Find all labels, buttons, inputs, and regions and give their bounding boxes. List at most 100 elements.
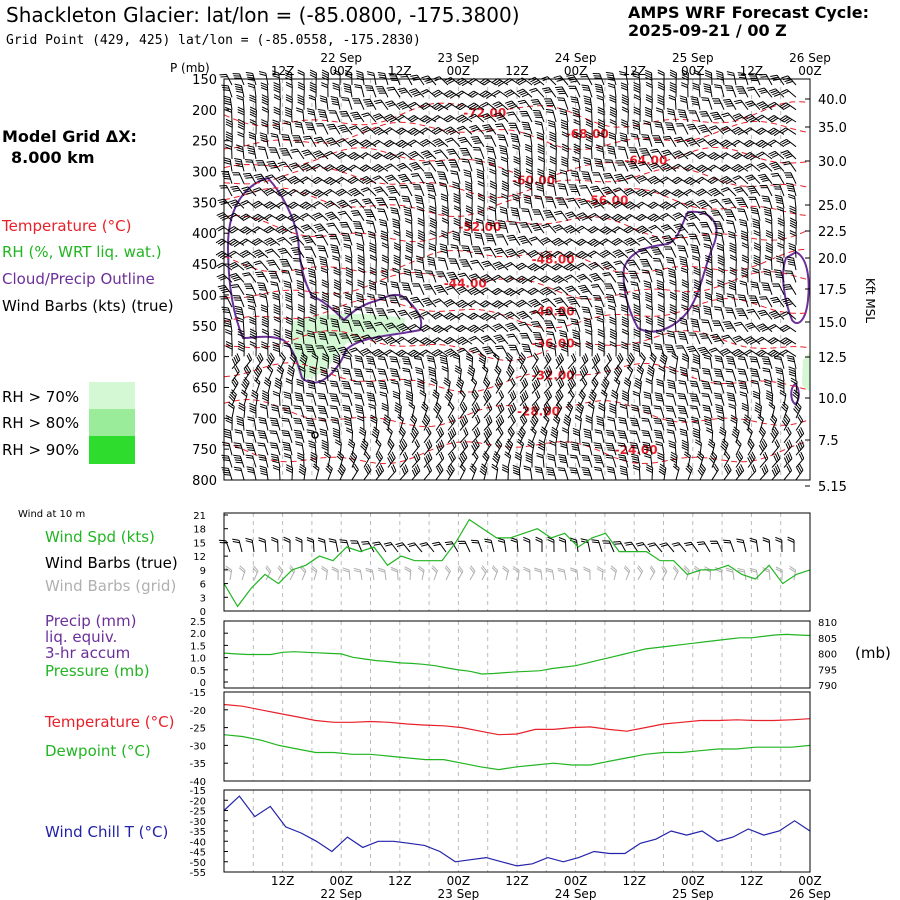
wind-barb bbox=[683, 451, 691, 468]
wind-barb bbox=[491, 287, 509, 296]
wind-barb bbox=[237, 131, 245, 147]
wind-barb bbox=[549, 131, 557, 147]
wind-barb bbox=[261, 390, 270, 406]
pressure-tick-label: 400 bbox=[192, 227, 217, 242]
wind-barb bbox=[656, 378, 665, 394]
wind-barb bbox=[609, 94, 617, 110]
wind-barb bbox=[300, 224, 317, 234]
wind-barb bbox=[482, 389, 492, 407]
wind-barb bbox=[566, 74, 581, 86]
wind-barb bbox=[517, 235, 533, 246]
wind-barb bbox=[382, 414, 391, 431]
wind-barb bbox=[435, 463, 444, 481]
wind-barb bbox=[236, 415, 245, 431]
wind-barb bbox=[761, 282, 773, 295]
wind-speed-tick: 9 bbox=[200, 566, 206, 577]
wind-barb bbox=[735, 438, 742, 456]
wind-barb bbox=[495, 345, 509, 357]
wind-barb bbox=[360, 175, 377, 185]
legend-3hr-accum: 3-hr accum bbox=[45, 644, 131, 662]
wind-barb bbox=[643, 391, 653, 406]
wind-barb bbox=[313, 223, 329, 234]
surface-wind-barb bbox=[470, 539, 483, 553]
panel-frame bbox=[223, 620, 811, 689]
wind-barb bbox=[328, 332, 341, 345]
wind-barb bbox=[717, 254, 725, 271]
wind-barb bbox=[263, 201, 281, 210]
wind-barb bbox=[240, 389, 248, 406]
wind-barb bbox=[543, 377, 553, 394]
wind-barb bbox=[372, 335, 389, 345]
wind-barb bbox=[558, 454, 569, 468]
wind-barb bbox=[243, 283, 257, 296]
wind-barb bbox=[312, 212, 329, 222]
wind-barb bbox=[408, 323, 425, 333]
wind-barb bbox=[668, 316, 677, 332]
pressure-tick-label: 350 bbox=[192, 196, 217, 211]
wind-barb bbox=[579, 185, 593, 197]
precip-tick: 2.0 bbox=[190, 629, 206, 640]
wind-barb bbox=[454, 365, 462, 382]
wind-barb bbox=[570, 441, 581, 456]
wind-barb bbox=[293, 429, 305, 443]
wind-barb bbox=[431, 115, 449, 123]
wind-barb bbox=[317, 245, 329, 258]
wind-barb bbox=[427, 193, 437, 209]
wind-barb bbox=[384, 174, 401, 185]
wind-barb bbox=[657, 94, 665, 110]
bottom-time-tick: 12Z bbox=[388, 874, 412, 888]
wind-barb bbox=[735, 464, 745, 481]
wind-barb bbox=[708, 347, 725, 357]
wind-barb bbox=[530, 99, 545, 110]
wind-barb bbox=[648, 224, 665, 234]
wind-barb bbox=[581, 467, 593, 480]
wind-barb bbox=[329, 380, 341, 394]
wind-barb bbox=[524, 181, 533, 197]
wind-barb bbox=[643, 342, 653, 357]
wind-barb bbox=[501, 168, 509, 184]
wind-barb bbox=[693, 279, 701, 295]
wind-barb bbox=[752, 218, 761, 234]
wind-barb bbox=[369, 254, 377, 271]
wind-barb bbox=[261, 106, 269, 123]
wind-barb bbox=[304, 122, 317, 135]
wind-barb bbox=[701, 393, 713, 406]
wind-barb bbox=[547, 453, 557, 468]
wind-barb bbox=[481, 364, 489, 382]
wind-barb bbox=[343, 354, 353, 369]
wind-barb bbox=[579, 377, 588, 394]
wind-barb bbox=[537, 439, 546, 456]
wind-barb bbox=[304, 344, 317, 357]
wind-barb bbox=[724, 85, 737, 98]
wind-barb bbox=[330, 244, 341, 258]
wind-barb bbox=[515, 275, 533, 285]
height-tick-label: 10.0 bbox=[818, 392, 847, 407]
wind-barb bbox=[381, 254, 389, 271]
wind-barb bbox=[446, 463, 455, 481]
wind-barb bbox=[744, 336, 761, 345]
wind-barb bbox=[223, 317, 233, 332]
wind-barb bbox=[411, 451, 421, 468]
wind-barb bbox=[645, 81, 653, 98]
model-grid-value: 8.000 km bbox=[11, 148, 95, 167]
wind-barb bbox=[777, 242, 785, 258]
wind-barb bbox=[491, 78, 509, 87]
bottom-time-tick: 12Z bbox=[622, 874, 646, 888]
wind-barb bbox=[732, 126, 749, 136]
wind-barb bbox=[486, 219, 497, 234]
wind-barb bbox=[364, 85, 377, 98]
wind-barb bbox=[429, 205, 437, 221]
wind-barb bbox=[540, 298, 557, 308]
wind-barb bbox=[258, 293, 269, 308]
wind-barb bbox=[325, 463, 333, 480]
wind-barb bbox=[315, 234, 329, 246]
wind-barb bbox=[479, 300, 497, 308]
height-tick-label: 17.5 bbox=[818, 283, 847, 298]
wind-barb bbox=[407, 114, 425, 123]
pressure-unit-label: (mb) bbox=[855, 644, 891, 662]
wind-barb bbox=[504, 89, 521, 98]
wind-barb bbox=[779, 102, 797, 111]
wind-barb bbox=[782, 161, 797, 172]
wind-barb bbox=[251, 238, 269, 246]
wind-barb bbox=[731, 426, 740, 443]
